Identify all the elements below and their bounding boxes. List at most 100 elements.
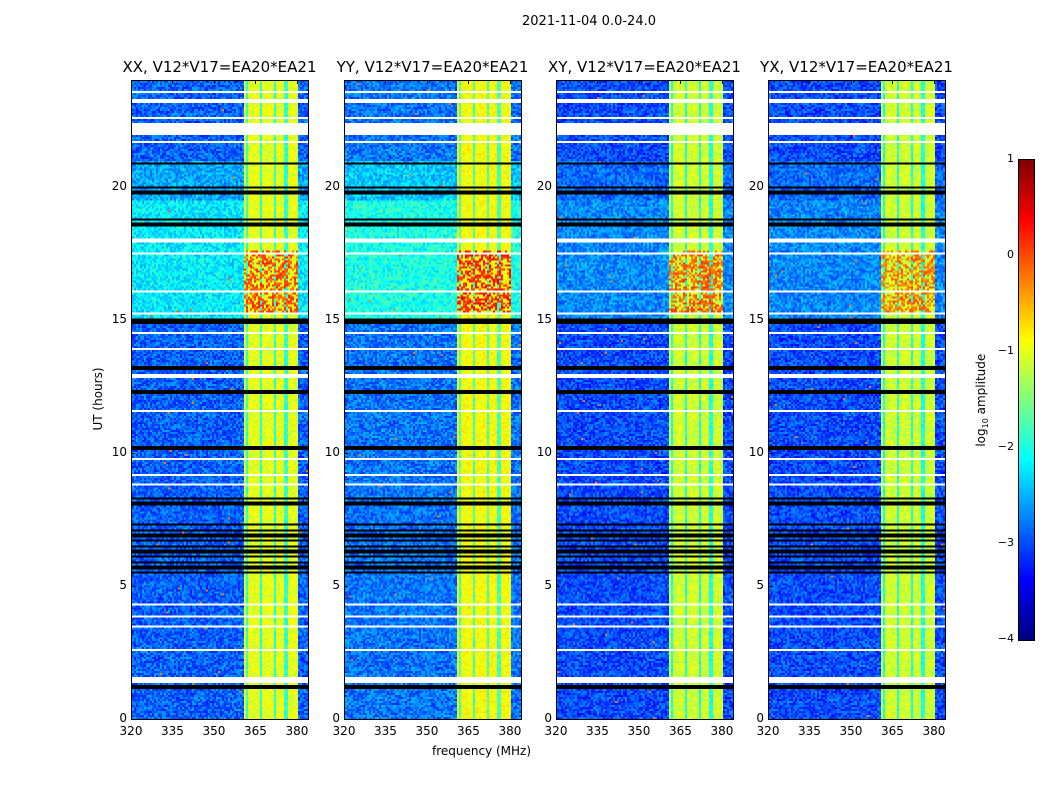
x-tick-mark xyxy=(213,80,215,84)
heatmap-cells xyxy=(769,81,945,719)
y-tick-label: 10 xyxy=(111,444,127,459)
x-tick-mark xyxy=(721,80,723,84)
y-tick-mark xyxy=(768,319,772,321)
y-tick-label: 5 xyxy=(544,577,552,592)
colorbar-label: log10 amplitude xyxy=(974,350,990,450)
heatmap-panel xyxy=(768,80,946,720)
x-tick-label: 350 xyxy=(202,724,226,738)
y-tick-label: 20 xyxy=(748,178,764,193)
panel-title: XX, V12*V17=EA20*EA21 xyxy=(122,58,317,76)
x-tick-mark xyxy=(296,80,298,84)
heatmap-cells xyxy=(345,81,521,719)
x-tick-mark xyxy=(385,80,387,84)
panel-title: YX, V12*V17=EA20*EA21 xyxy=(760,58,953,76)
x-tick-mark xyxy=(638,80,640,84)
y-tick-label: 5 xyxy=(332,577,340,592)
x-tick-mark xyxy=(809,80,811,84)
colorbar-label-rest: amplitude xyxy=(973,353,988,419)
y-tick-label: 20 xyxy=(536,178,552,193)
y-tick-mark xyxy=(556,319,560,321)
x-tick-mark xyxy=(468,80,470,84)
y-tick-mark xyxy=(556,452,560,454)
y-tick-label: 0 xyxy=(544,711,552,725)
y-tick-label: 10 xyxy=(748,444,764,459)
x-tick-label: 320 xyxy=(332,724,356,738)
x-tick-mark xyxy=(172,80,174,84)
y-tick-mark xyxy=(344,452,348,454)
colorbar-label-sub: 10 xyxy=(981,418,991,429)
y-tick-label: 15 xyxy=(536,311,552,326)
y-tick-label: 5 xyxy=(756,577,764,592)
x-tick-mark xyxy=(509,80,511,84)
y-tick-label: 15 xyxy=(324,311,340,326)
x-tick-mark xyxy=(255,80,257,84)
x-tick-label: 365 xyxy=(669,724,692,738)
y-tick-label: 10 xyxy=(324,444,340,459)
x-tick-mark xyxy=(768,80,769,84)
heatmap-panel xyxy=(556,80,734,720)
x-tick-mark xyxy=(597,80,599,84)
y-tick-label: 0 xyxy=(332,711,340,725)
x-tick-label: 335 xyxy=(161,724,184,738)
x-tick-mark xyxy=(680,80,682,84)
x-tick-label: 320 xyxy=(119,724,143,738)
colorbar xyxy=(1018,159,1035,641)
x-tick-mark xyxy=(344,80,345,84)
y-tick-label: 15 xyxy=(748,311,764,326)
heatmap-cells xyxy=(557,81,733,719)
x-tick-label: 380 xyxy=(285,724,309,738)
x-tick-label: 320 xyxy=(544,724,568,738)
colorbar-tick-label: 0 xyxy=(1007,248,1014,261)
panel-title: YY, V12*V17=EA20*EA21 xyxy=(336,58,529,76)
y-tick-label: 10 xyxy=(536,444,552,459)
x-tick-label: 335 xyxy=(586,724,609,738)
x-tick-mark xyxy=(892,80,894,84)
x-tick-mark xyxy=(850,80,852,84)
heatmap-panel xyxy=(344,80,522,720)
y-tick-mark xyxy=(131,452,135,454)
x-axis-label: frequency (MHz) xyxy=(432,744,532,758)
y-tick-mark xyxy=(131,319,135,321)
y-tick-mark xyxy=(131,186,135,188)
y-tick-mark xyxy=(131,719,135,720)
y-tick-label: 0 xyxy=(119,711,127,725)
x-tick-label: 380 xyxy=(498,724,522,738)
panel-title: XY, V12*V17=EA20*EA21 xyxy=(548,58,741,76)
colorbar-tick-label: −2 xyxy=(997,440,1014,453)
colorbar-tick-label: −3 xyxy=(997,536,1014,549)
y-tick-mark xyxy=(344,719,348,720)
y-tick-label: 20 xyxy=(324,178,340,193)
y-tick-mark xyxy=(344,319,348,321)
y-tick-mark xyxy=(556,186,560,188)
y-tick-mark xyxy=(556,585,560,587)
x-tick-mark xyxy=(426,80,428,84)
x-tick-mark xyxy=(933,80,935,84)
x-tick-mark xyxy=(131,80,132,84)
y-tick-label: 5 xyxy=(119,577,127,592)
y-tick-mark xyxy=(768,585,772,587)
x-tick-label: 335 xyxy=(374,724,397,738)
heatmap-cells xyxy=(132,81,308,719)
colorbar-tick-label: 1 xyxy=(1007,152,1014,165)
x-tick-label: 335 xyxy=(798,724,821,738)
x-tick-label: 320 xyxy=(756,724,780,738)
x-tick-mark xyxy=(556,80,557,84)
colorbar-label-main: log xyxy=(973,428,988,447)
y-tick-mark xyxy=(344,186,348,188)
y-tick-label: 20 xyxy=(111,178,127,193)
y-tick-mark xyxy=(768,719,772,720)
heatmap-panel xyxy=(131,80,309,720)
x-tick-label: 365 xyxy=(881,724,904,738)
y-tick-mark xyxy=(768,452,772,454)
x-tick-label: 380 xyxy=(710,724,734,738)
colorbar-tick-label: −4 xyxy=(997,632,1014,645)
x-tick-label: 365 xyxy=(457,724,480,738)
y-tick-label: 15 xyxy=(111,311,127,326)
x-tick-label: 350 xyxy=(415,724,439,738)
x-tick-label: 350 xyxy=(839,724,863,738)
y-axis-label: UT (hours) xyxy=(91,367,105,431)
y-tick-mark xyxy=(131,585,135,587)
x-tick-label: 365 xyxy=(244,724,267,738)
y-tick-label: 0 xyxy=(756,711,764,725)
